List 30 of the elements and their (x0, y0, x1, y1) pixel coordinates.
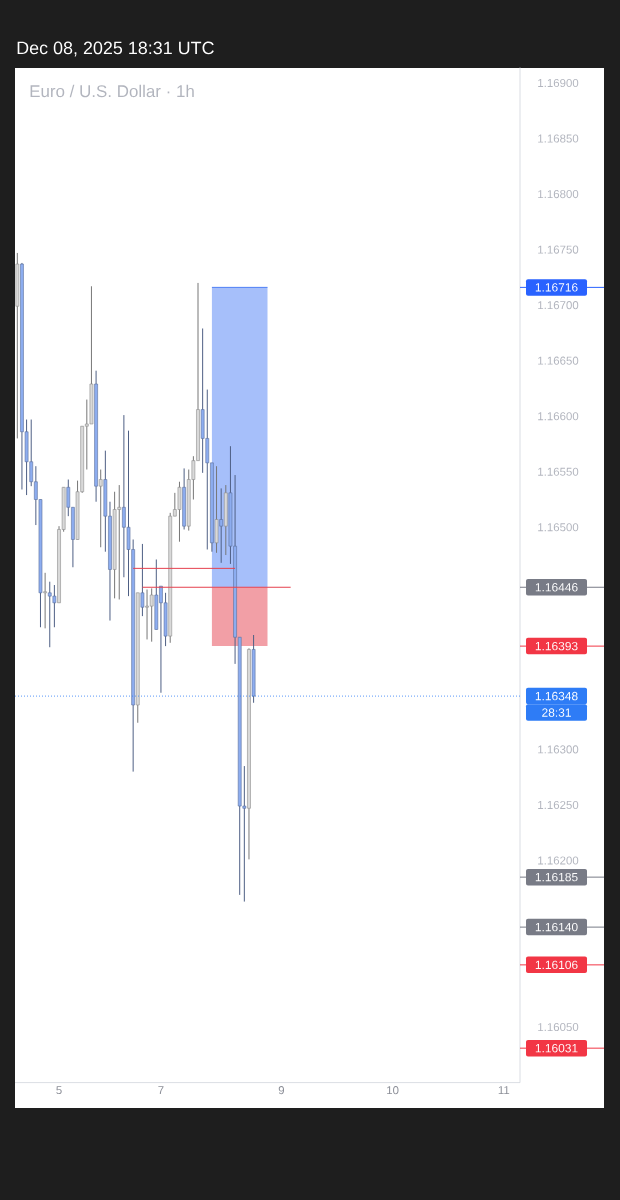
candlestick (98, 469, 103, 548)
y-tick-label: 1.16200 (538, 856, 579, 865)
x-tick-label: 5 (56, 1086, 62, 1095)
y-tick-label: 1.16500 (538, 523, 579, 532)
y-tick-label: 1.16850 (538, 134, 579, 143)
y-tick-label: 1.16900 (538, 78, 579, 88)
y-tick-label: 1.16550 (538, 467, 579, 476)
candlestick (219, 487, 223, 564)
candlestick (140, 543, 145, 617)
candlestick (52, 584, 57, 628)
candlestick (177, 481, 182, 543)
x-tick-label: 7 (158, 1086, 164, 1094)
y-tick-label: 1.16300 (538, 745, 579, 754)
y-tick-label: 1.16750 (538, 245, 579, 254)
x-tick-label: 10 (387, 1086, 399, 1095)
candlestick (149, 587, 154, 643)
text: 28:31 (542, 708, 571, 717)
x-tick-label: 11 (498, 1086, 510, 1094)
y-tick-label: 1.16050 (538, 1023, 579, 1032)
ref-line-label: 1.16348 (535, 691, 578, 701)
x-tick-label: 9 (278, 1086, 285, 1095)
text: Dec 08, 2025 18:31 UTC (17, 41, 214, 57)
y-tick-label: 1.16800 (538, 190, 579, 199)
y-tick-label: 1.16700 (538, 301, 579, 310)
y-tick-label: 1.16250 (538, 800, 579, 809)
candlestick (214, 465, 219, 554)
candlestick (43, 572, 47, 629)
text: Euro / U.S. Dollar · 1h (30, 84, 194, 98)
y-tick-label: 1.16650 (538, 356, 579, 365)
y-tick-label: 1.16600 (538, 412, 579, 421)
